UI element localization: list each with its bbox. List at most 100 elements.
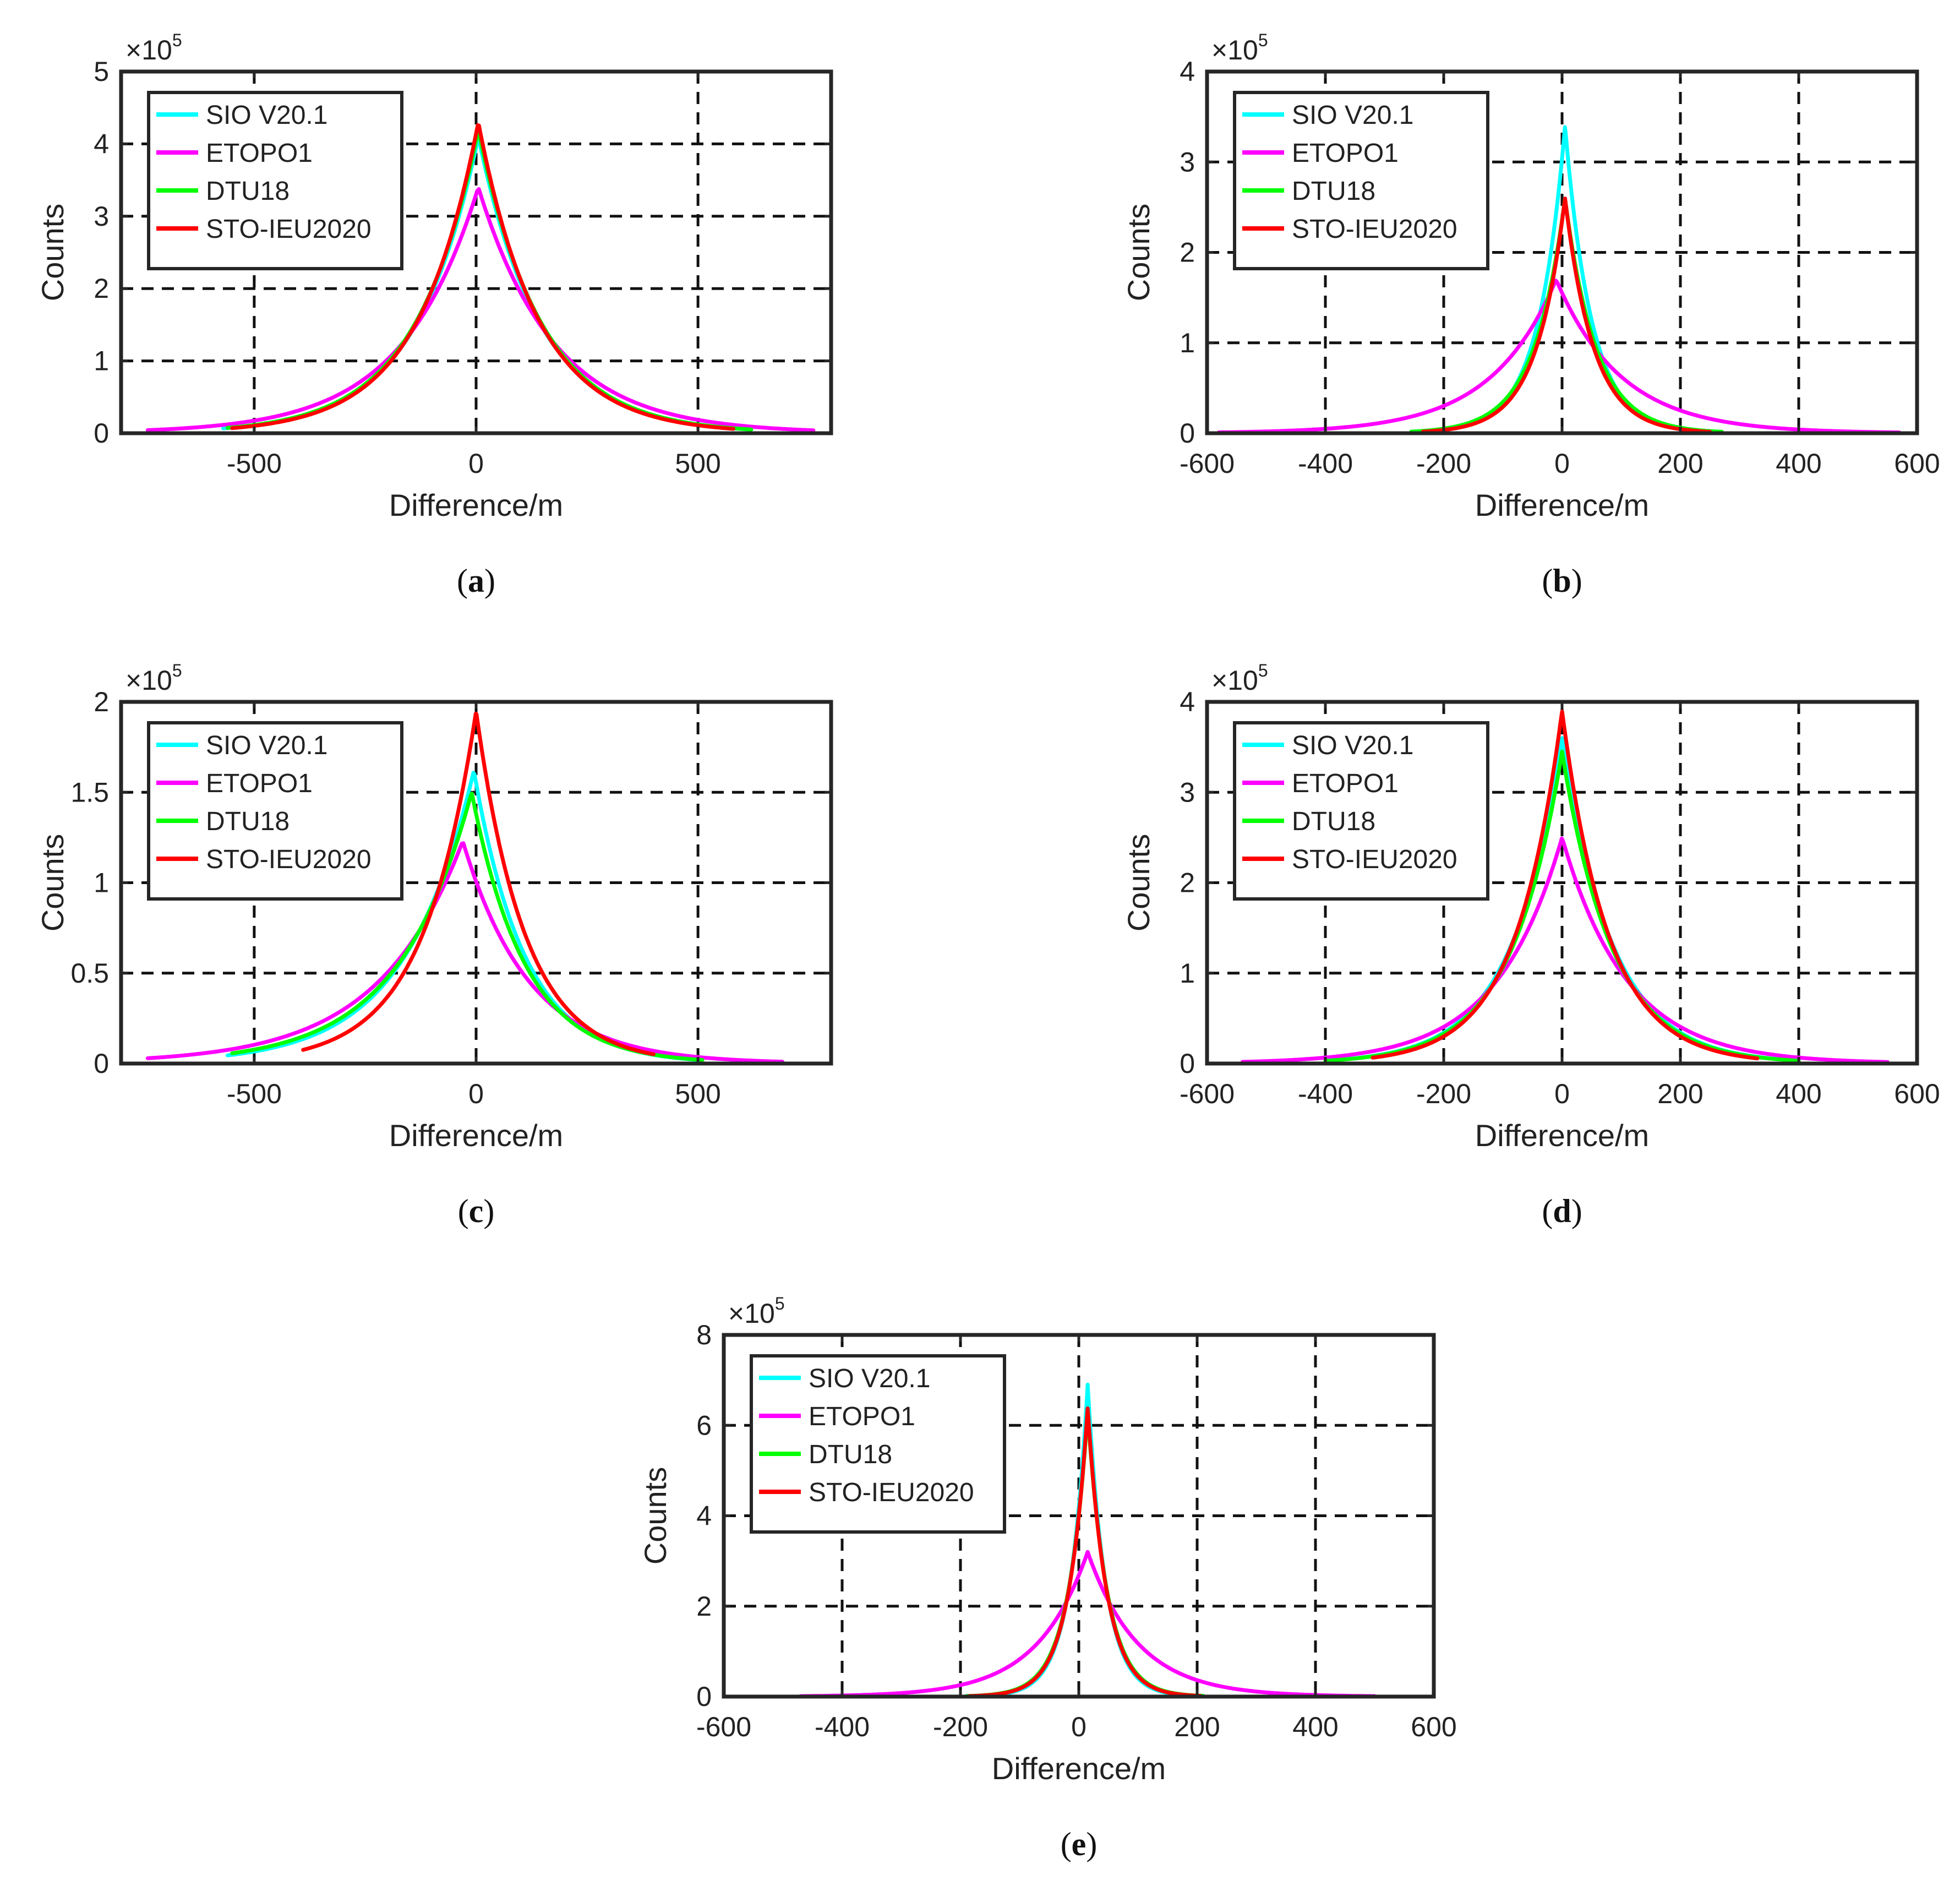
y-axis-label: Counts [638, 1467, 673, 1564]
y-tick-label: 3 [1180, 777, 1195, 808]
x-tick-label: 500 [675, 1078, 720, 1109]
x-tick-label: 0 [1554, 448, 1570, 479]
subplot-c: -500 0 500 0 0.5 1 1.5 2 ×105 Difference/m Counts S… [35, 661, 833, 1229]
x-tick-label: -600 [1180, 448, 1235, 479]
y-axis-label: Counts [1121, 204, 1156, 301]
y-exponent-base: ×10 [728, 1298, 775, 1329]
series-line-sto-ieu2020 [301, 711, 656, 1056]
y-exponent-base: ×10 [125, 665, 172, 696]
subplot-e: -600 -400 -200 0 200 400 600 0 2 4 6 8 ×105 Differenc… [638, 1294, 1457, 1862]
legend: SIO V20.1 ETOPO1 DTU18 STO-IEU2020 [750, 1354, 1006, 1534]
subplot-a: -500 0 500012345×105Difference/mCountsSIO … [35, 30, 833, 599]
x-tick-label: -500 [227, 448, 282, 479]
y-exponent-label: ×105 [125, 30, 182, 66]
x-tick-label: 0 [468, 1078, 484, 1109]
legend-label: DTU18 [1292, 177, 1375, 206]
legend-label: SIO V20.1 [206, 731, 327, 760]
y-tick-label: 0 [94, 1048, 109, 1079]
x-tick-label: -400 [1298, 448, 1353, 479]
series-line-etopo1 [1217, 279, 1902, 435]
series-line-sto-ieu2020 [967, 1406, 1202, 1698]
x-axis-label: Difference/m [1475, 488, 1649, 522]
series-line-etopo1 [145, 841, 784, 1064]
legend-label: DTU18 [206, 807, 290, 836]
legend-label: STO-IEU2020 [1292, 215, 1457, 244]
subplot-caption: (a) [457, 563, 495, 599]
caption-open-paren: ( [1542, 563, 1553, 599]
y-tick-label: 0 [696, 1681, 712, 1712]
x-tick-label: -200 [1416, 1078, 1471, 1109]
x-tick-label: -500 [227, 1078, 282, 1109]
caption-letter: b [1553, 563, 1571, 599]
series-line-etopo1 [145, 187, 816, 433]
y-exponent-power: 5 [172, 30, 182, 50]
x-axis-label: Difference/m [389, 488, 563, 522]
y-tick-label: 6 [696, 1410, 712, 1441]
y-tick-label: 0 [94, 418, 109, 449]
y-tick-label: 1 [94, 868, 109, 898]
subplot-d: -600 -400 -200 0 200 400 600 0 1 2 3 4 ×105 Differenc… [1121, 661, 1940, 1229]
legend-label: ETOPO1 [809, 1402, 915, 1431]
y-tick-label: 2 [94, 273, 109, 304]
legend: SIO V20.1 ETOPO1 DTU18 STO-IEU2020 [1233, 721, 1489, 901]
y-exponent-label: ×105 [1211, 30, 1268, 66]
x-tick-label: 400 [1292, 1711, 1338, 1742]
y-tick-label: 8 [696, 1320, 712, 1350]
y-tick-label: 1.5 [70, 777, 109, 808]
caption-letter: a [468, 563, 484, 599]
x-tick-label: 600 [1894, 1078, 1940, 1109]
x-tick-label: -600 [1180, 1078, 1235, 1109]
caption-open-paren: ( [1542, 1193, 1553, 1229]
legend-label: ETOPO1 [206, 769, 313, 798]
y-exponent-power: 5 [1258, 30, 1268, 50]
caption-letter: e [1072, 1826, 1087, 1862]
series-line-etopo1 [799, 1550, 1377, 1698]
x-tick-label: 600 [1894, 448, 1940, 479]
x-axis-label: Difference/m [1475, 1118, 1649, 1153]
y-exponent-label: ×105 [125, 661, 182, 696]
legend-box [1233, 721, 1489, 901]
y-tick-label: 4 [1180, 686, 1195, 717]
x-tick-label: 400 [1776, 1078, 1821, 1109]
caption-open-paren: ( [458, 1193, 469, 1229]
y-tick-label: 4 [94, 128, 109, 159]
y-tick-label: 4 [696, 1501, 712, 1531]
y-exponent-base: ×10 [125, 35, 172, 66]
x-tick-label: 0 [1071, 1711, 1087, 1742]
legend-label: STO-IEU2020 [809, 1478, 974, 1507]
x-tick-label: 0 [1554, 1078, 1570, 1109]
subplot-caption: (d) [1542, 1193, 1582, 1229]
legend-label: SIO V20.1 [809, 1364, 930, 1393]
legend-label: ETOPO1 [1292, 139, 1399, 168]
y-axis-label: Counts [35, 834, 70, 931]
y-exponent-power: 5 [775, 1294, 785, 1313]
subplot-caption: (e) [1061, 1826, 1098, 1862]
legend: SIO V20.1 ETOPO1 DTU18 STO-IEU2020 [1233, 91, 1489, 270]
y-exponent-label: ×105 [1211, 661, 1268, 696]
x-tick-label: 500 [675, 448, 720, 479]
caption-letter: d [1553, 1193, 1571, 1229]
x-tick-label: 0 [468, 448, 484, 479]
legend-label: STO-IEU2020 [206, 845, 372, 874]
x-tick-label: -200 [1416, 448, 1471, 479]
x-tick-label: 600 [1411, 1711, 1456, 1742]
legend-box [147, 91, 403, 270]
y-exponent-power: 5 [172, 661, 182, 680]
legend-box [750, 1354, 1006, 1534]
y-tick-label: 0 [1180, 1048, 1195, 1079]
series-line-sto-ieu2020 [1421, 197, 1712, 434]
caption-open-paren: ( [1061, 1826, 1072, 1862]
x-tick-label: 400 [1776, 448, 1821, 479]
legend-label: ETOPO1 [1292, 769, 1399, 798]
y-axis-label: Counts [35, 204, 70, 301]
legend-label: ETOPO1 [206, 139, 313, 168]
legend-label: SIO V20.1 [1292, 731, 1413, 760]
y-axis-label: Counts [1121, 834, 1156, 931]
y-tick-label: 2 [94, 686, 109, 717]
x-axis-label: Difference/m [389, 1118, 563, 1153]
legend: SIO V20.1 ETOPO1 DTU18 STO-IEU2020 [147, 721, 403, 901]
subplot-b: -600 -400 -200 0 200 400 600 0 1 2 3 4 ×105 Differenc… [1121, 30, 1940, 599]
y-tick-label: 5 [94, 56, 109, 87]
legend-box [1233, 91, 1489, 270]
